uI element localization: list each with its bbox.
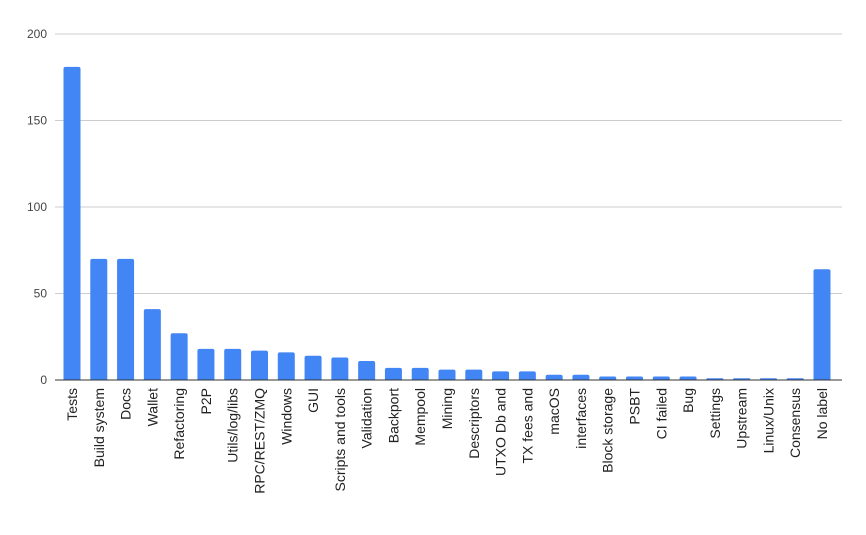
- bar: [626, 376, 643, 380]
- x-tick-label: GUI: [305, 388, 321, 413]
- y-tick-label: 100: [27, 200, 47, 214]
- bars: [63, 66, 831, 381]
- x-tick-label: Descriptors: [466, 388, 482, 459]
- x-tick-label: Refactoring: [171, 388, 187, 460]
- bar: [304, 355, 322, 380]
- x-tick-label: Backport: [385, 388, 401, 443]
- y-tick-labels: 0 50 100 150 200: [27, 27, 47, 387]
- x-tick-label: Settings: [707, 388, 723, 439]
- bar: [679, 376, 697, 380]
- bar: [465, 369, 483, 380]
- bar: [545, 374, 563, 380]
- bar: [197, 348, 215, 380]
- x-tick-label: Validation: [359, 388, 375, 448]
- x-tick-label: P2P: [198, 388, 214, 414]
- x-tick-label: Consensus: [787, 388, 803, 458]
- x-tick-label: Scripts and tools: [332, 388, 348, 492]
- x-tick-label: Block storage: [600, 388, 616, 473]
- bar: [117, 258, 135, 380]
- bar: [599, 376, 617, 380]
- x-tick-label: Docs: [118, 388, 134, 420]
- x-tick-label: Upstream: [734, 388, 750, 449]
- bar: [331, 357, 349, 380]
- bar: [518, 371, 536, 380]
- bar: [492, 371, 510, 380]
- x-tick-label: Bug: [680, 388, 696, 413]
- bar: [90, 258, 108, 380]
- bar: [170, 333, 188, 380]
- bar: [411, 367, 429, 380]
- x-tick-label: CI failed: [653, 388, 669, 439]
- y-tick-label: 50: [34, 287, 48, 301]
- y-tick-label: 150: [27, 114, 47, 128]
- bar: [384, 367, 402, 380]
- x-tick-label: Wallet: [144, 388, 160, 426]
- x-tick-label: macOS: [546, 388, 562, 435]
- x-tick-label: interfaces: [573, 388, 589, 449]
- x-tick-label: TX fees and: [519, 388, 535, 464]
- x-tick-label: RPC/REST/ZMQ: [252, 388, 268, 494]
- gridlines: [55, 33, 842, 294]
- bar: [277, 352, 295, 380]
- x-tick-label: Mining: [439, 388, 455, 429]
- bar: [652, 376, 670, 380]
- bar: [143, 309, 161, 380]
- bar: [251, 350, 268, 380]
- y-tick-label: 200: [27, 27, 47, 41]
- bar: [63, 66, 81, 381]
- bar: [813, 269, 831, 380]
- x-tick-labels: Tests Build system Docs Wallet Refactoring P2…: [64, 388, 830, 494]
- x-tick-label: Windows: [278, 388, 294, 445]
- x-tick-label: Mempool: [412, 388, 428, 446]
- bar: [224, 348, 242, 380]
- bar: [572, 374, 590, 380]
- x-tick-label: Utils/log/libs: [225, 388, 241, 463]
- x-tick-label: Build system: [91, 388, 107, 467]
- x-tick-label: PSBT: [627, 388, 643, 425]
- x-tick-label: No label: [814, 388, 830, 439]
- y-tick-label: 0: [40, 373, 47, 387]
- bar: [438, 369, 456, 380]
- x-tick-label: Linux/Unix: [760, 388, 776, 453]
- bar: [358, 360, 376, 380]
- x-tick-label: Tests: [64, 388, 80, 421]
- x-tick-label: UTXO Db and: [493, 388, 509, 476]
